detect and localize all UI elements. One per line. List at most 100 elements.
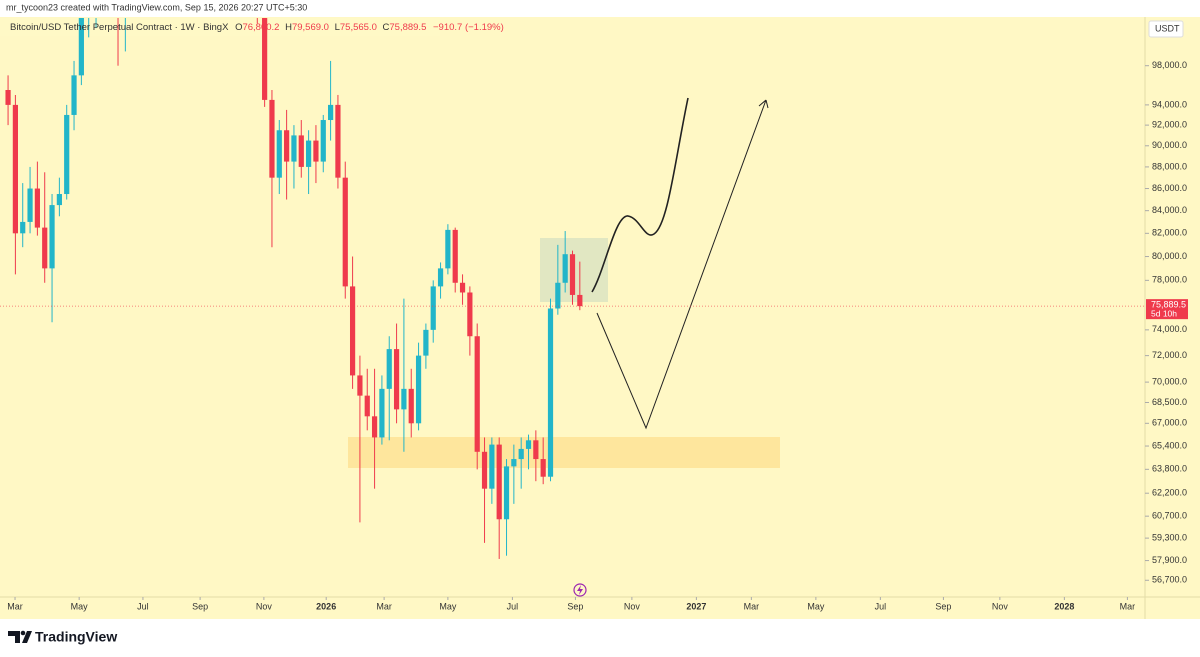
candle-body [437,268,444,287]
x-tick-label: 2027 [686,601,706,611]
candle-body [540,459,546,477]
candle-body [269,99,275,178]
symbol: Bitcoin/USD Tether Perpetual Contract · … [10,22,229,33]
candle-body [71,75,77,115]
change: −910.7 (−1.19%) [433,22,504,33]
y-tick-label: 74,000.0 [1152,324,1187,334]
candle-body [379,388,385,438]
currency-box [1148,20,1184,38]
y-tick-label: 63,800.0 [1152,464,1187,474]
candle-body [357,375,363,396]
ohlc-value: 75,889.5 [389,22,426,33]
y-tick-label: 60,700.0 [1152,511,1187,521]
x-tick-label: Jul [507,601,519,611]
candle-body [481,451,488,489]
y-tick-label: 62,200.0 [1152,488,1187,498]
y-tick-label: 98,000.0 [1152,60,1187,70]
candle-body [467,292,473,337]
x-tick-label: May [71,601,89,611]
currency: USDT [1155,23,1180,33]
candle-body [518,448,524,460]
x-tick-label: May [807,601,825,611]
x-tick-label: Jul [875,601,887,611]
candle-body [12,104,18,234]
brand: TradingView [35,629,117,645]
candle-body [56,194,62,206]
countdown: 5d 10h [1151,308,1177,318]
chart-header: Bitcoin/USD Tether Perpetual Contract · … [10,22,504,33]
candle-body [393,349,400,410]
y-tick-label: 56,700.0 [1152,575,1187,585]
candle-body [371,416,378,438]
x-tick-label: Sep [935,601,951,611]
brand-logo [8,630,32,643]
y-tick-label: 84,000.0 [1152,205,1187,215]
event-bolt [577,585,583,595]
x-tick-label: Mar [744,601,760,611]
y-tick-label: 59,300.0 [1152,532,1187,542]
candle-body [430,286,436,330]
candle-body [5,90,11,105]
candle-body [64,114,70,195]
x-tick-label: Nov [992,601,1009,611]
candle-body [415,355,422,424]
x-tick-label: Mar [1120,601,1136,611]
y-tick-label: 68,500.0 [1152,397,1187,407]
ohlc-key: H [285,22,292,33]
x-tick-label: Mar [376,601,392,611]
candle-body [320,120,326,162]
candle-body [452,229,458,283]
candle-body [423,329,429,356]
candle-body [49,205,55,269]
y-tick-label: 67,000.0 [1152,418,1187,428]
candle-body [335,104,341,178]
ohlc-value: 76,800.2 [242,22,279,33]
y-tick-label: 72,000.0 [1152,350,1187,360]
ohlc-value: 75,565.0 [340,22,377,33]
candle-body [327,104,334,121]
candle-body [474,336,480,452]
ohlc-key: O [235,22,242,33]
y-tick-label: 57,900.0 [1152,555,1187,565]
candle-body [408,388,414,424]
ohlc-value: 79,569.0 [292,22,329,33]
candle-body [569,254,576,295]
logo-shape [8,631,20,643]
candle-body [27,188,33,222]
y-tick-label: 90,000.0 [1152,140,1187,150]
candle-body [577,294,583,307]
y-tick-label: 80,000.0 [1152,251,1187,261]
last-price-box [1146,299,1188,320]
x-tick-label: 2026 [316,601,336,611]
x-tick-label: Nov [624,601,641,611]
candle-body [34,188,40,228]
candle-body [547,308,554,477]
candle-body [533,440,539,460]
candle-body [20,221,26,234]
candle-body [284,130,290,162]
logo-shape [22,631,32,643]
y-tick-label: 86,000.0 [1152,183,1187,193]
candle-body [386,349,392,389]
projection-arrow [596,99,769,430]
x-tick-label: Mar [7,601,23,611]
candle-body [78,18,84,76]
candle-body [306,140,312,167]
candle-body [276,130,282,178]
x-tick-label: 2028 [1054,601,1074,611]
y-tick-label: 94,000.0 [1152,99,1187,109]
x-tick-label: Sep [192,601,208,611]
x-tick-label: Jul [137,601,149,611]
candle-body [42,227,48,269]
candle-body [489,444,495,489]
candle-body [342,177,348,287]
x-tick-label: Nov [256,601,273,611]
candle-body [459,282,466,293]
y-tick-label: 65,400.0 [1152,440,1187,450]
attribution: mr_tycoon23 created with TradingView.com… [6,2,307,12]
demand-zone [348,437,780,468]
candle-body [562,254,568,283]
candle-body [298,135,304,167]
